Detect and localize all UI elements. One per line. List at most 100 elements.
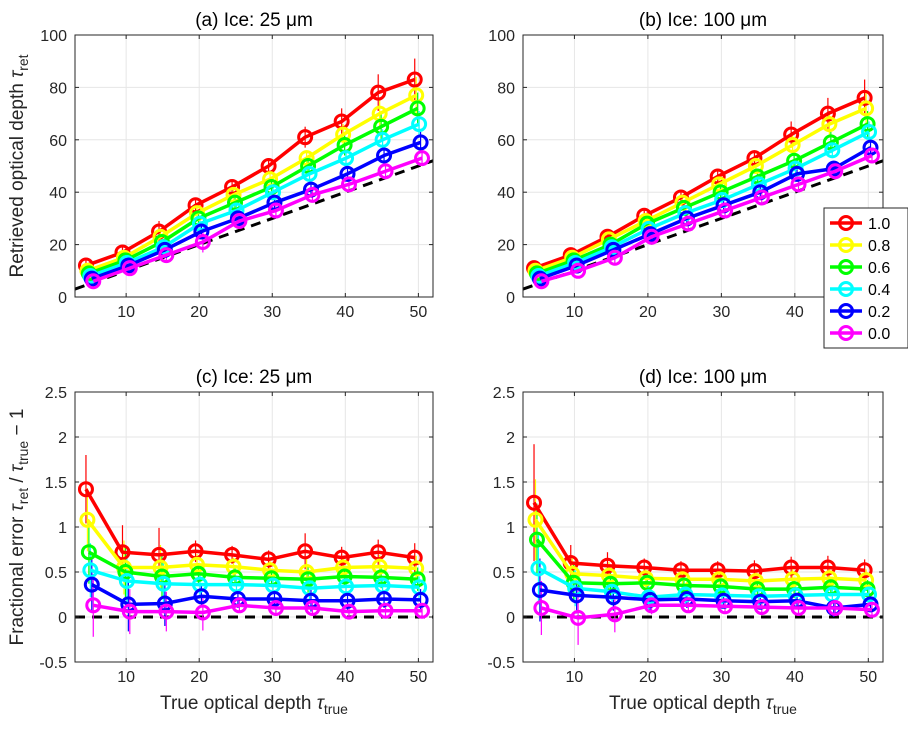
label-subscript: ret [15, 488, 31, 504]
data-point [194, 604, 211, 621]
axes-box [74, 34, 434, 298]
data-point [827, 163, 844, 180]
series-line [536, 122, 869, 276]
legend-label: 0.6 [868, 260, 890, 277]
data-point [412, 134, 429, 151]
x-tick-label: 10 [117, 669, 135, 686]
data-point [680, 597, 697, 614]
data-point [819, 559, 836, 576]
y-tick-label: 2.5 [493, 385, 515, 402]
data-point [533, 273, 550, 290]
data-point [194, 233, 211, 250]
label-subscript: true [15, 441, 31, 465]
panel-d: 10 20 30 40 50 -0.5 0 0.5 1 1.5 2 2.5 (d) Ice: 100 μ… [487, 367, 884, 717]
y-tick-label: 0 [506, 290, 515, 307]
series-line [91, 140, 422, 281]
label-part: − 1 [7, 409, 28, 441]
data-point [414, 150, 431, 167]
data-point [228, 576, 245, 593]
data-point [406, 71, 423, 88]
legend-label: 0.0 [868, 326, 890, 343]
y-tick-label: -0.5 [39, 655, 67, 672]
data-point [335, 126, 352, 143]
label-part: Fractional error [7, 511, 28, 645]
data-point [297, 543, 314, 560]
data-point [746, 563, 763, 580]
data-point [712, 578, 729, 595]
panel-c: 10 20 30 40 50 -0.5 0 0.5 1 1.5 2 2.5 (c) Ice: 25 μm… [7, 367, 434, 717]
data-point [747, 158, 764, 174]
data-point [819, 105, 836, 122]
panel-title: (d) Ice: 100 μm [639, 367, 767, 388]
label-part: τ [7, 463, 28, 472]
data-point [406, 549, 423, 566]
data-point [749, 168, 766, 185]
data-point [753, 599, 770, 616]
y-tick-label: 60 [497, 133, 515, 150]
data-point [304, 186, 321, 203]
label-part: / [7, 472, 28, 488]
data-point [336, 568, 353, 585]
y-tick-label: 0 [58, 290, 67, 307]
data-point [193, 588, 210, 605]
data-point [80, 544, 97, 561]
series-line [92, 156, 423, 283]
series-line [534, 518, 867, 583]
data-point [298, 150, 315, 167]
x-tick-label: 40 [336, 669, 354, 686]
y-tick-label: 2 [58, 430, 67, 447]
data-point [790, 176, 807, 193]
data-point [377, 163, 394, 180]
data-point [77, 481, 94, 498]
data-point [117, 564, 134, 580]
x-tick-label: 10 [566, 304, 584, 321]
legend-marker [838, 303, 854, 319]
y-tick-label: 60 [49, 133, 67, 150]
data-point [783, 126, 800, 143]
data-point [636, 559, 653, 576]
y-tick-label: 40 [497, 185, 515, 202]
series-0.4 [82, 116, 428, 285]
panel-title: (b) Ice: 100 μm [639, 10, 767, 31]
data-point [527, 511, 544, 528]
data-point [301, 165, 318, 182]
data-point [821, 570, 838, 587]
data-point [189, 556, 206, 573]
data-point [790, 600, 807, 616]
series-1.0 [77, 481, 423, 568]
data-point [784, 137, 801, 154]
reference-line [75, 159, 433, 291]
series-line [540, 153, 873, 283]
data-point [227, 194, 244, 211]
data-point [114, 544, 131, 561]
data-layer [75, 455, 433, 637]
label-subscript: true [773, 701, 797, 717]
data-point [121, 260, 138, 277]
y-tick-label: 80 [49, 80, 67, 97]
data-point [530, 560, 547, 577]
series-0.0 [85, 150, 431, 290]
data-point [158, 603, 175, 620]
x-tick-label: 40 [786, 669, 804, 686]
data-point [300, 571, 317, 588]
y-tick-label: 2.5 [45, 385, 67, 402]
x-tick-label: 10 [566, 669, 584, 686]
data-point [340, 176, 357, 193]
x-tick-label: 40 [336, 304, 354, 321]
legend-label: 0.2 [868, 304, 890, 321]
x-axis-label: True optical depth τtrue [609, 693, 797, 717]
data-point [118, 573, 135, 589]
y-tick-label: 20 [497, 238, 515, 255]
reference-line [523, 159, 883, 291]
x-tick-label: 20 [639, 304, 657, 321]
data-point [863, 147, 880, 164]
y-tick-label: 1 [506, 520, 515, 537]
label-part: τ [7, 69, 28, 78]
data-point [231, 597, 248, 614]
data-point [711, 176, 728, 193]
y-tick-label: 1 [58, 520, 67, 537]
data-point [225, 558, 242, 575]
data-point [784, 571, 801, 588]
data-layer [523, 79, 883, 291]
